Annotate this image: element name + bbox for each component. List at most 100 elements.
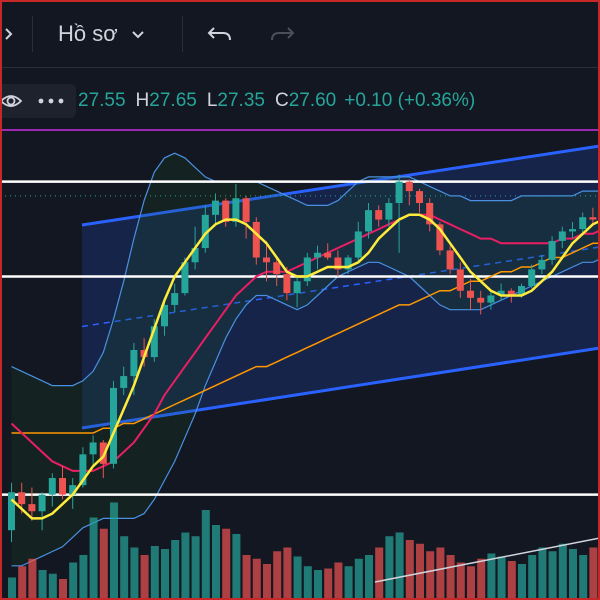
more-icon[interactable] — [36, 90, 66, 112]
redo-icon[interactable] — [268, 20, 298, 48]
candle-body — [467, 290, 474, 298]
volume-bar — [120, 536, 129, 600]
candle-body — [212, 200, 219, 215]
volume-bar — [181, 532, 190, 600]
channel-lower-line — [81, 346, 600, 430]
toolbar-divider — [182, 16, 183, 52]
candle-body — [507, 290, 515, 296]
volume-bar — [89, 517, 98, 600]
eye-icon[interactable] — [0, 90, 22, 112]
trend-line — [374, 537, 600, 583]
volume-bar — [589, 547, 598, 600]
channel-upper-line — [81, 144, 600, 227]
volume-bar — [293, 556, 302, 600]
volume-bar — [456, 562, 465, 600]
volume-bar — [579, 555, 588, 600]
candle-body — [395, 181, 403, 203]
volume-bar — [110, 502, 118, 600]
candle-body — [252, 221, 260, 258]
candle-body — [181, 262, 189, 294]
candle-body — [303, 257, 311, 282]
volume-bar — [467, 566, 475, 600]
volume-bar — [375, 547, 384, 600]
volume-bar — [487, 553, 496, 600]
change-value: +0.10 (+0.36%) — [344, 90, 476, 111]
volume-bar — [130, 547, 139, 600]
candle-body — [242, 198, 250, 222]
volume-bar — [252, 558, 261, 600]
close-value: 27.60 — [288, 90, 337, 111]
volume-bar — [232, 534, 241, 600]
volume-bar — [314, 570, 322, 600]
price-chart[interactable] — [0, 120, 600, 600]
chevron-left-icon[interactable] — [0, 20, 14, 48]
toolbar-divider — [32, 16, 33, 52]
volume-bar — [69, 562, 78, 600]
volume-bar — [477, 558, 486, 600]
volume-bar — [385, 536, 394, 600]
volume-bar — [140, 555, 149, 600]
volume-bar — [558, 543, 567, 600]
volume-bar — [303, 566, 312, 600]
volume-bar — [324, 568, 333, 600]
candle-body — [548, 240, 556, 260]
candle-body — [232, 198, 240, 222]
candle-body — [324, 252, 332, 258]
volume-bar — [28, 558, 37, 600]
candle-body — [8, 492, 15, 531]
volume-bar — [8, 577, 16, 600]
candle-body — [38, 494, 46, 512]
candle-body — [69, 485, 77, 495]
volume-bar — [548, 551, 557, 600]
high-value: 27.65 — [149, 90, 197, 111]
ohlc-legend: 27.55 H 27.65 L 27.35 C 27.60 +0.10 (+0.… — [0, 84, 475, 118]
candle-body — [569, 229, 576, 232]
volume-bar — [538, 547, 547, 600]
candle-body — [222, 200, 230, 222]
candle-body — [150, 326, 158, 358]
candle-body — [365, 210, 372, 232]
undo-icon[interactable] — [204, 20, 234, 48]
candle-body — [314, 252, 321, 258]
volume-bar — [79, 555, 88, 600]
open-value: 27.55 — [78, 90, 126, 111]
profile-dropdown[interactable]: Hồ sơ — [58, 18, 146, 50]
volume-bar — [48, 573, 57, 600]
low-label: L — [206, 90, 218, 111]
volume-bar — [150, 546, 159, 600]
volume-bar — [395, 532, 404, 600]
candle-body — [558, 231, 566, 241]
candle-body — [405, 181, 413, 192]
candle-body — [59, 478, 66, 495]
volume-bar — [436, 547, 445, 600]
candle-body — [436, 224, 444, 251]
candle-body — [456, 269, 464, 291]
chevron-down-icon — [130, 26, 146, 42]
top-toolbar: Hồ sơ — [0, 0, 600, 68]
candle-body — [89, 442, 97, 455]
close-label: C — [274, 90, 289, 111]
volume-bar — [171, 540, 180, 600]
volume-bar — [283, 547, 292, 600]
ma-fast-line — [10, 213, 600, 520]
candle-body — [110, 387, 117, 464]
volume-bar — [497, 556, 506, 600]
volume-bar — [201, 510, 210, 600]
candle-body — [161, 304, 168, 327]
volume-bar — [191, 536, 200, 600]
candle-body — [579, 217, 587, 230]
candle-body — [263, 257, 270, 263]
volume-bar — [405, 540, 414, 600]
volume-bar — [528, 555, 537, 600]
candle-body — [191, 248, 199, 263]
channel-fill — [82, 146, 600, 428]
profile-label: Hồ sơ — [58, 21, 118, 46]
candle-body — [589, 217, 597, 220]
candle-body — [354, 231, 362, 258]
candle-body — [538, 259, 546, 270]
volume-bar — [344, 566, 353, 600]
candle-body — [201, 214, 209, 249]
candle-body — [130, 350, 138, 377]
high-label: H — [135, 90, 150, 111]
volume-bar — [416, 543, 424, 600]
